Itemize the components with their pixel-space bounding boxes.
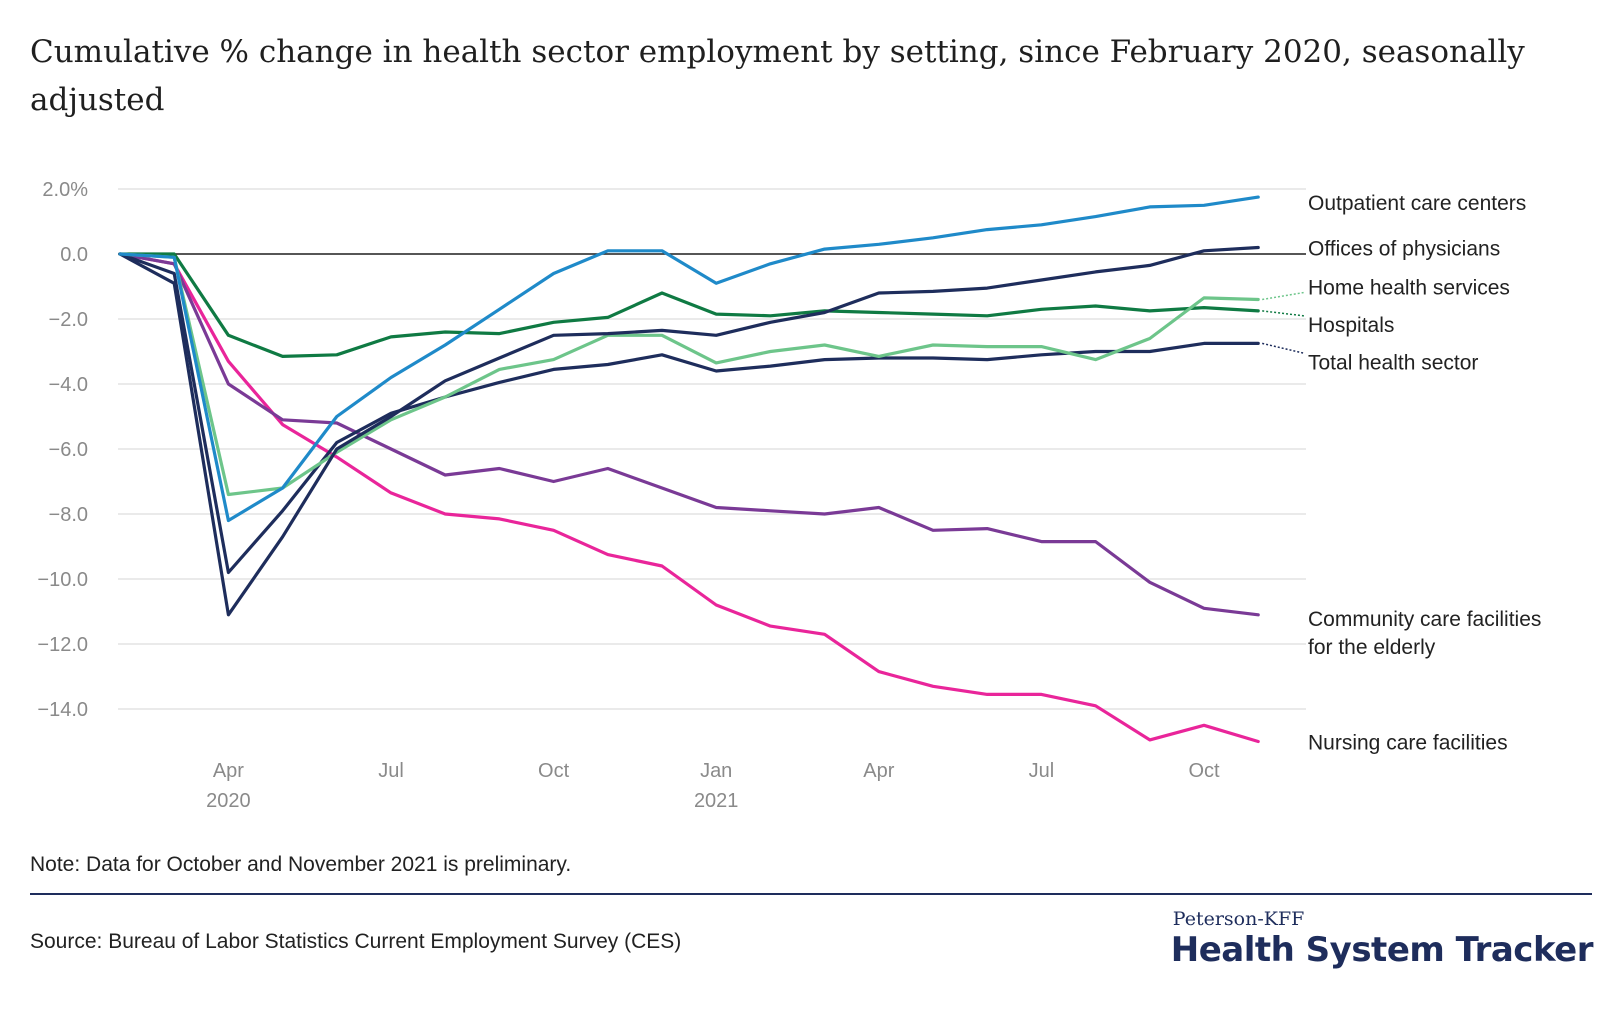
label-leader-hospitals: [1262, 310, 1305, 317]
y-tick-label: −12.0: [37, 634, 88, 656]
x-tick-label: Jan: [700, 760, 732, 782]
line-chart: 2.0% 0.0 −2.0 −4.0 −6.0 −8.0 −10.0 −12.0 −14.0 A…: [37, 179, 1541, 812]
series-line-hospitals: [118, 252, 1260, 358]
divider: [30, 893, 1592, 895]
x-tick-year-label: 2020: [206, 790, 251, 812]
y-tick-label: −10.0: [37, 569, 88, 591]
y-tick-label: 2.0%: [42, 179, 88, 201]
series-line-home-health-services: [118, 252, 1260, 497]
y-tick-label: −14.0: [37, 699, 88, 721]
series-line-nursing-care-facilities: [118, 252, 1260, 744]
x-tick-label: Jul: [378, 760, 404, 782]
series-label-nursing-care-facilities: Nursing care facilities: [1308, 732, 1508, 755]
series-label-community-care-facilities-for-the-elderly: Community care facilities: [1308, 608, 1541, 631]
series-lines: [118, 195, 1260, 744]
logo-health-system-tracker: Health System Tracker: [1170, 930, 1594, 970]
y-tick-label: −2.0: [49, 309, 88, 331]
series-label-hospitals: Hospitals: [1308, 314, 1394, 337]
label-leader-total-health-sector: [1262, 342, 1305, 354]
series-line-community-care-facilities-for-the-elderly: [118, 252, 1260, 617]
series-line-offices-of-physicians: [118, 245, 1260, 617]
series-label-total-health-sector: Total health sector: [1308, 351, 1478, 374]
logo-peterson-kff: Peterson-KFF: [1172, 908, 1305, 930]
x-tick-year-label: 2021: [694, 790, 739, 812]
x-tick-label: Apr: [863, 760, 894, 782]
y-tick-label: −8.0: [49, 504, 88, 526]
x-tick-label: Apr: [213, 760, 244, 782]
label-leader-home-health-services: [1262, 291, 1305, 301]
gridlines: [118, 188, 1306, 710]
series-labels: Outpatient care centers Offices of physic…: [1262, 192, 1541, 755]
y-tick-label: 0.0: [60, 244, 88, 266]
series-label-community-care-facilities-for-the-elderly: for the elderly: [1308, 636, 1436, 659]
y-axis: 2.0% 0.0 −2.0 −4.0 −6.0 −8.0 −10.0 −12.0 −14.0: [37, 179, 88, 721]
chart-title: Cumulative % change in health sector emp…: [30, 34, 1525, 118]
y-tick-label: −6.0: [49, 439, 88, 461]
series-label-home-health-services: Home health services: [1308, 277, 1510, 300]
chart-source: Source: Bureau of Labor Statistics Curre…: [30, 930, 682, 953]
series-line-outpatient-care-centers: [118, 195, 1260, 523]
x-tick-label: Oct: [538, 760, 570, 782]
series-label-offices-of-physicians: Offices of physicians: [1308, 238, 1500, 261]
x-tick-label: Jul: [1029, 760, 1055, 782]
x-axis: Apr 2020 Jul Oct Jan 2021 Apr Jul Oct: [206, 760, 1220, 812]
brand-logo: Peterson-KFF Health System Tracker: [1170, 908, 1594, 970]
x-tick-label: Oct: [1188, 760, 1220, 782]
chart-note: Note: Data for October and November 2021…: [30, 853, 572, 876]
y-tick-label: −4.0: [49, 374, 88, 396]
series-label-outpatient-care-centers: Outpatient care centers: [1308, 192, 1526, 215]
